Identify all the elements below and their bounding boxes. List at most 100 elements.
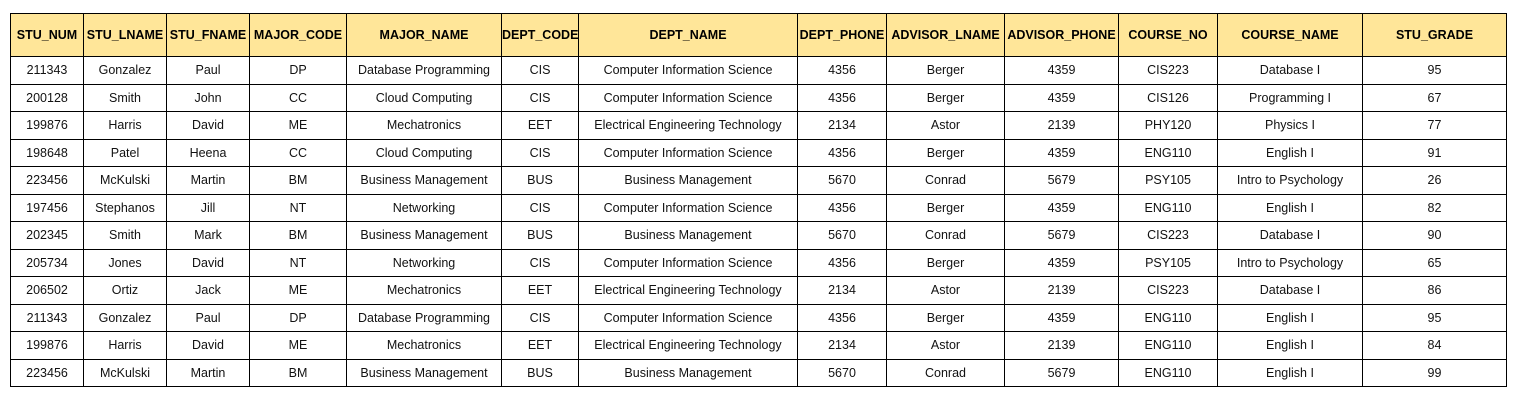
table-cell: 91 [1362,138,1507,167]
table-cell: 5670 [797,221,887,250]
table-cell: 2134 [797,111,887,140]
table-cell: ENG110 [1118,331,1218,360]
table-cell: Smith [83,221,167,250]
table-cell: Business Management [578,358,798,387]
table-cell: Programming I [1217,83,1363,112]
table-cell: 4356 [797,303,887,332]
table-cell: CIS126 [1118,83,1218,112]
column-header: STU_LNAME [83,13,167,57]
table-cell: McKulski [83,166,167,195]
table-cell: BUS [501,358,579,387]
table-row: 211343 Gonzalez Paul DP Database Programming… [10,56,1507,85]
table-cell: 2139 [1004,276,1119,305]
table-row: 223456 McKulski Martin BM Business Managemen… [10,358,1507,387]
table-cell: Jill [166,193,250,222]
table-cell: CC [249,138,347,167]
table-cell: Intro to Psychology [1217,166,1363,195]
table-cell: Berger [886,83,1005,112]
table-cell: 198648 [10,138,84,167]
table-cell: ME [249,331,347,360]
table-cell: Astor [886,331,1005,360]
table-cell: CC [249,83,347,112]
table-cell: 199876 [10,331,84,360]
column-header: DEPT_PHONE [797,13,887,57]
table-cell: Paul [166,303,250,332]
table-cell: CIS [501,138,579,167]
table-row: 206502 Ortiz Jack ME Mechatronics EET Electric… [10,276,1507,305]
data-table: STU_NUM STU_LNAME STU_FNAME MAJOR_CODE MAJOR… [10,13,1507,387]
table-cell: Stephanos [83,193,167,222]
table-cell: English I [1217,303,1363,332]
table-cell: 4359 [1004,248,1119,277]
table-cell: 99 [1362,358,1507,387]
table-cell: ENG110 [1118,138,1218,167]
table-cell: Conrad [886,221,1005,250]
table-row: 205734 Jones David NT Networking CIS Computer … [10,248,1507,277]
table-cell: 5679 [1004,358,1119,387]
table-cell: CIS [501,56,579,85]
table-cell: DP [249,303,347,332]
column-header: STU_NUM [10,13,84,57]
table-cell: CIS223 [1118,56,1218,85]
table-cell: Networking [346,193,502,222]
table-cell: Computer Information Science [578,193,798,222]
table-cell: Mark [166,221,250,250]
table-cell: Physics I [1217,111,1363,140]
table-cell: Astor [886,111,1005,140]
table-cell: 95 [1362,56,1507,85]
table-cell: Conrad [886,166,1005,195]
table-cell: BM [249,221,347,250]
table-cell: David [166,248,250,277]
table-cell: PHY120 [1118,111,1218,140]
table-cell: David [166,331,250,360]
table-row: 197456 Stephanos Jill NT Networking CIS Comput… [10,193,1507,222]
column-header: STU_GRADE [1362,13,1507,57]
table-cell: 82 [1362,193,1507,222]
table-cell: Database I [1217,56,1363,85]
table-cell: 5670 [797,166,887,195]
column-header: ADVISOR_PHONE [1004,13,1119,57]
table-cell: 84 [1362,331,1507,360]
table-cell: 199876 [10,111,84,140]
table-cell: 4356 [797,83,887,112]
table-cell: ENG110 [1118,358,1218,387]
table-cell: Mechatronics [346,276,502,305]
table-cell: 86 [1362,276,1507,305]
table-cell: David [166,111,250,140]
table-cell: 2134 [797,331,887,360]
table-cell: CIS [501,193,579,222]
table-cell: Database Programming [346,303,502,332]
table-cell: 2139 [1004,331,1119,360]
table-cell: CIS223 [1118,276,1218,305]
table-row: 211343 Gonzalez Paul DP Database Programming… [10,303,1507,332]
table-cell: 4359 [1004,303,1119,332]
table-cell: 4356 [797,138,887,167]
table-cell: Mechatronics [346,331,502,360]
table-cell: BM [249,166,347,195]
table-cell: BM [249,358,347,387]
table-cell: 5670 [797,358,887,387]
table-cell: NT [249,248,347,277]
table-cell: Database I [1217,221,1363,250]
table-row: 202345 Smith Mark BM Business Management BUS B… [10,221,1507,250]
table-cell: 90 [1362,221,1507,250]
table-cell: BUS [501,221,579,250]
table-cell: Networking [346,248,502,277]
header-row: STU_NUM STU_LNAME STU_FNAME MAJOR_CODE MAJOR… [10,13,1507,57]
table-cell: 202345 [10,221,84,250]
table-cell: DP [249,56,347,85]
table-cell: Harris [83,331,167,360]
table-cell: Mechatronics [346,111,502,140]
table-cell: Business Management [578,221,798,250]
table-cell: 4359 [1004,138,1119,167]
table-cell: Martin [166,166,250,195]
table-cell: CIS223 [1118,221,1218,250]
table-cell: Berger [886,56,1005,85]
table-cell: Database I [1217,276,1363,305]
table-row: 223456 McKulski Martin BM Business Managemen… [10,166,1507,195]
table-cell: BUS [501,166,579,195]
table-cell: 2134 [797,276,887,305]
table-row: 199876 Harris David ME Mechatronics EET Electr… [10,331,1507,360]
table-cell: John [166,83,250,112]
